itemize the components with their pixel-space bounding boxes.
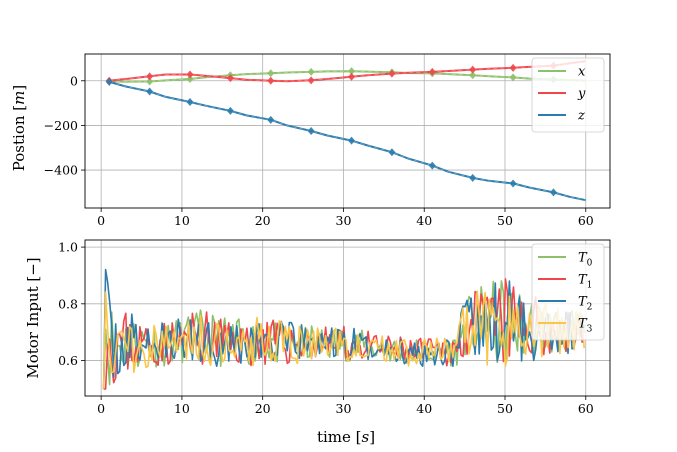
position-x-tick-label: 60 <box>578 213 594 228</box>
motor-x-tick-label: 50 <box>497 401 513 416</box>
time-x-axis-label: time [s] <box>317 428 375 446</box>
marker-z <box>469 173 477 182</box>
legend-label-T3: T3 <box>578 317 593 335</box>
motor-legend: T0 T1 T2 T3 <box>531 243 605 341</box>
marker-z <box>267 115 275 124</box>
legend-label-x: x <box>578 65 586 80</box>
motor-y-tick-label: 0.6 <box>58 353 78 368</box>
series-line-T3 <box>102 290 585 389</box>
legend-label-T1: T1 <box>578 273 592 291</box>
motor-x-tick-label: 10 <box>174 401 190 416</box>
position-x-tick-label: 0 <box>97 213 105 228</box>
position-panel: 0 10 20 30 40 50 60 0 −200 −400 Postion [m] xyz <box>10 53 611 228</box>
position-y-axis-label: Postion [m] <box>10 85 28 171</box>
marker-x <box>307 67 315 76</box>
position-x-tick-label: 40 <box>416 213 432 228</box>
legend-label-T0: T0 <box>578 251 593 269</box>
legend-label-y: y <box>577 87 586 102</box>
marker-y <box>226 74 234 83</box>
marker-y <box>146 72 154 81</box>
motor-y-tick-label: 0.8 <box>58 296 78 311</box>
marker-z <box>549 188 557 197</box>
marker-x <box>469 71 477 80</box>
marker-x <box>186 74 194 83</box>
motor-x-tick-label: 0 <box>97 401 105 416</box>
marker-x <box>509 73 517 82</box>
marker-z <box>186 97 194 106</box>
motor-input-panel: 0 10 20 30 40 50 60 0.60.81.0 Motor Input [−] … <box>24 239 611 446</box>
motor-x-ticks: 0 10 20 30 40 50 60 <box>97 396 594 416</box>
marker-y <box>186 70 194 79</box>
motor-x-tick-label: 20 <box>255 401 271 416</box>
marker-y <box>348 72 356 81</box>
position-legend: xyz <box>531 57 605 133</box>
marker-z <box>509 179 517 188</box>
legend-box <box>531 57 605 133</box>
legend-label-T2: T2 <box>578 295 592 313</box>
marker-z <box>146 87 154 96</box>
position-markers <box>105 61 557 197</box>
marker-y <box>509 63 517 72</box>
marker-x <box>146 77 154 86</box>
position-x-tick-label: 30 <box>336 213 352 228</box>
position-x-tick-label: 10 <box>174 213 190 228</box>
position-y-tick-label: −200 <box>44 118 78 133</box>
marker-y <box>469 65 477 74</box>
marker-y <box>388 69 396 78</box>
legend-label-z: z <box>577 109 585 124</box>
motor-x-tick-label: 30 <box>336 401 352 416</box>
position-y-tick-label: 0 <box>70 73 78 88</box>
legend-box <box>531 243 605 341</box>
marker-x <box>267 69 275 78</box>
motor-x-tick-label: 40 <box>416 401 432 416</box>
position-x-ticks: 0 10 20 30 40 50 60 <box>97 208 594 228</box>
marker-z <box>348 136 356 145</box>
motor-x-tick-label: 60 <box>578 401 594 416</box>
marker-z <box>226 106 234 115</box>
position-x-tick-label: 50 <box>497 213 513 228</box>
motor-y-ticks: 0.6 0.8 1.0 <box>58 240 85 368</box>
marker-y <box>428 67 436 76</box>
position-y-tick-label: −400 <box>44 163 78 178</box>
marker-y <box>267 76 275 85</box>
marker-z <box>307 127 315 135</box>
marker-y <box>307 76 315 85</box>
marker-z <box>105 77 113 86</box>
position-x-tick-label: 20 <box>255 213 271 228</box>
position-axes-frame <box>84 53 611 209</box>
motor-y-axis-label: Motor Input [−] <box>24 257 42 378</box>
motor-y-tick-label: 1.0 <box>58 240 78 255</box>
marker-z <box>388 148 396 157</box>
motor-axes-frame <box>84 239 611 397</box>
motor-series <box>102 268 585 390</box>
marker-z <box>428 161 436 170</box>
marker-x <box>348 67 356 76</box>
position-y-ticks: 0 −200 −400 <box>44 73 85 178</box>
